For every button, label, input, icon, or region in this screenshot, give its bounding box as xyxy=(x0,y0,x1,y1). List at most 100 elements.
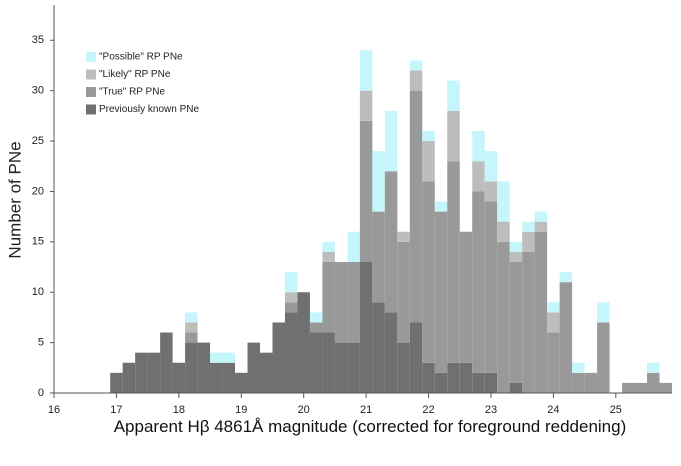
x-tick-label: 25 xyxy=(610,404,622,416)
bar xyxy=(572,372,585,393)
bar xyxy=(384,312,398,393)
bar xyxy=(197,342,211,393)
y-tick-label: 10 xyxy=(32,286,44,298)
bar xyxy=(135,352,148,393)
bar xyxy=(659,382,672,393)
bar xyxy=(409,322,423,393)
bar xyxy=(547,332,560,393)
bar xyxy=(397,342,410,393)
x-tick-label: 21 xyxy=(360,404,372,416)
bar xyxy=(185,312,198,323)
x-axis-label: Apparent Hβ 4861Å magnitude (corrected f… xyxy=(113,417,627,436)
y-tick-label: 15 xyxy=(32,236,44,248)
legend-swatch xyxy=(86,52,96,62)
bar xyxy=(472,130,485,162)
bar xyxy=(447,161,460,363)
bar xyxy=(347,342,360,393)
bar xyxy=(422,130,435,142)
bar xyxy=(322,261,335,333)
bar xyxy=(384,110,398,172)
bar xyxy=(372,151,385,212)
y-tick-label: 25 xyxy=(32,135,44,147)
bar xyxy=(459,362,473,393)
bar xyxy=(547,312,560,333)
bar xyxy=(472,161,485,192)
bar xyxy=(359,90,373,121)
bar xyxy=(509,382,523,393)
bar xyxy=(447,362,460,393)
bar xyxy=(647,372,660,393)
plot xyxy=(110,50,672,393)
legend-swatch xyxy=(86,87,96,97)
bar xyxy=(260,352,273,393)
bar xyxy=(484,151,498,182)
legend-swatch xyxy=(86,104,96,115)
bar xyxy=(272,322,285,393)
bar xyxy=(422,181,435,363)
bar xyxy=(210,362,223,393)
bar xyxy=(284,302,298,313)
x-tick-label: 19 xyxy=(235,404,247,416)
bar xyxy=(160,332,173,393)
bar xyxy=(309,312,323,323)
bar xyxy=(322,251,335,262)
bar xyxy=(472,372,485,393)
bar xyxy=(372,211,385,303)
bar xyxy=(522,221,535,232)
bar xyxy=(559,282,573,393)
y-tick-label: 20 xyxy=(32,185,44,197)
bar xyxy=(497,181,510,222)
bar xyxy=(484,181,498,202)
bar xyxy=(484,372,498,393)
bar xyxy=(347,231,360,262)
x-tick-label: 24 xyxy=(547,404,559,416)
bar xyxy=(447,110,460,162)
bar xyxy=(497,221,510,242)
bar xyxy=(422,362,435,393)
bar xyxy=(522,251,535,393)
bar xyxy=(147,352,161,393)
bar xyxy=(597,302,610,323)
bar xyxy=(359,261,373,393)
bar xyxy=(447,80,460,111)
bar xyxy=(409,90,423,323)
bar xyxy=(222,352,236,363)
x-tick-label: 20 xyxy=(298,404,310,416)
bar xyxy=(309,332,323,393)
bar xyxy=(235,372,248,393)
bar xyxy=(247,342,260,393)
bar xyxy=(334,342,348,393)
bar xyxy=(547,302,560,313)
bar xyxy=(397,231,410,242)
y-axis-label: Number of PNe xyxy=(5,141,24,258)
bar xyxy=(534,231,548,393)
bar xyxy=(359,120,373,262)
legend-swatch xyxy=(86,69,96,80)
bar xyxy=(322,241,335,252)
bar xyxy=(284,312,298,393)
y-tick-label: 30 xyxy=(32,85,44,97)
bar xyxy=(284,292,298,303)
bar xyxy=(622,382,635,393)
bar xyxy=(509,241,523,252)
y-tick-label: 5 xyxy=(38,337,44,349)
x-tick-label: 23 xyxy=(485,404,497,416)
x-tick-label: 18 xyxy=(173,404,185,416)
bar xyxy=(497,241,510,393)
bar xyxy=(534,211,548,222)
bar xyxy=(210,352,223,363)
x-tick-label: 17 xyxy=(110,404,122,416)
bar xyxy=(297,292,310,393)
bar xyxy=(584,372,598,393)
bar xyxy=(172,362,186,393)
bar xyxy=(397,241,410,343)
bar xyxy=(559,272,573,283)
legend-label: "True" RP PNe xyxy=(99,87,165,98)
bar xyxy=(222,362,236,393)
y-tick-label: 0 xyxy=(38,387,44,399)
bar xyxy=(434,211,448,373)
legend-label: Previously known PNe xyxy=(99,104,199,115)
bar xyxy=(322,332,335,393)
